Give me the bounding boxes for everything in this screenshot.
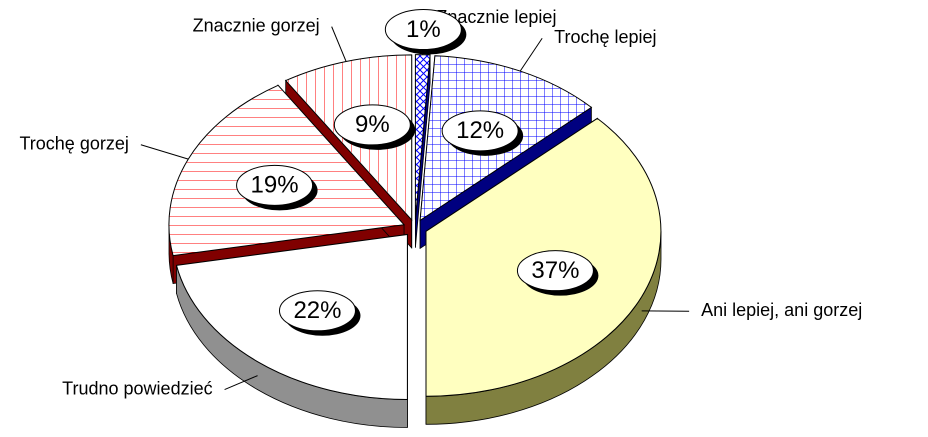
label-bubble (333, 104, 411, 146)
label-bubble (278, 290, 356, 332)
slice (175, 233, 408, 428)
category-label: Trochę lepiej (554, 27, 656, 47)
leader-line (140, 144, 189, 160)
leader-line (331, 26, 347, 62)
slice (414, 54, 431, 248)
value-label: 12% (456, 117, 504, 144)
category-label: Trochę gorzej (19, 133, 128, 153)
leader-line (224, 375, 258, 391)
value-label: 37% (531, 257, 579, 284)
category-label: Trudno powiedzieć (62, 378, 212, 398)
label-bubble (441, 110, 519, 152)
value-label: 19% (251, 172, 299, 199)
label-bubble (384, 8, 462, 50)
value-label: 1% (406, 16, 441, 43)
label-bubble (516, 250, 594, 292)
label-bubble (236, 164, 314, 206)
value-label: 22% (293, 297, 341, 324)
category-label: Znacznie gorzej (193, 15, 320, 35)
value-label: 9% (355, 111, 390, 138)
category-label: Znacznie lepiej (436, 7, 556, 27)
category-label: Ani lepiej, ani gorzej (701, 300, 862, 320)
leader-line (519, 37, 543, 72)
